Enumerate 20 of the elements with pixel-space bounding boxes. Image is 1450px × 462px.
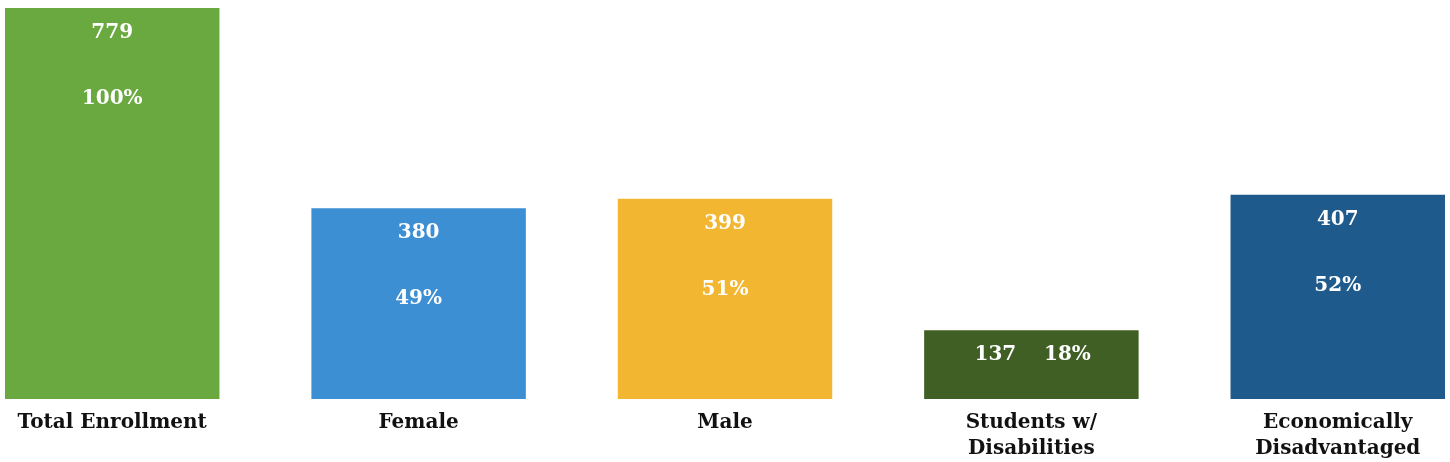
data-label: 779 [91,19,134,43]
x-tick-label: Total Enrollment [17,408,208,433]
bar [924,330,1139,399]
x-tick-label: Economically Disadvantaged [1255,408,1421,459]
x-tick-label: Female [378,408,459,433]
bar [1230,194,1445,399]
x-tick-label: Male [697,408,753,433]
x-tick-label: Students w/ Disabilities [965,408,1098,459]
annotation: 18% [1043,341,1091,366]
data-label: 399 [704,209,746,234]
annotation: 51% [701,275,749,300]
data-label: 380 [397,219,440,244]
annotation: 100% [81,85,143,109]
data-label: 137 [974,341,1017,366]
data-label: 407 [1316,205,1359,230]
bar [311,208,526,399]
annotation: 52% [1314,271,1362,296]
bar [5,8,220,399]
annotation: 49% [395,285,443,310]
bar [617,198,833,399]
